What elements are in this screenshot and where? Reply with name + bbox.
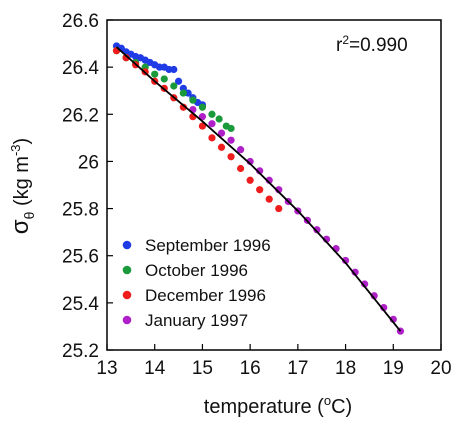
y-tick-label: 25.6 <box>62 247 99 268</box>
y-axis-title: σθ (kg m-3) <box>7 138 37 234</box>
y-axis-ticks: 25.2 25.4 25.6 25.8 26 26.2 26.4 26.6 <box>62 11 113 362</box>
x-tick-label: 18 <box>335 358 356 379</box>
legend-label: September 1996 <box>145 236 271 255</box>
y-tick-label: 25.2 <box>62 341 99 362</box>
y-tick-label: 26 <box>78 152 99 173</box>
data-point <box>160 75 168 83</box>
legend-label: January 1997 <box>145 311 248 330</box>
x-axis-ticks: 13 14 15 16 17 18 19 20 <box>96 344 452 379</box>
legend-label: October 1996 <box>145 261 248 280</box>
data-point <box>198 113 207 121</box>
data-point <box>227 136 235 144</box>
data-point <box>174 77 183 85</box>
x-tick-label: 20 <box>430 358 451 379</box>
series-december-1996 <box>112 47 283 213</box>
data-point <box>217 143 226 151</box>
x-tick-label: 17 <box>287 358 308 379</box>
legend-marker <box>122 290 132 300</box>
x-tick-label: 14 <box>144 358 166 379</box>
legend-marker <box>122 265 132 275</box>
data-point <box>179 89 187 97</box>
x-tick-label: 16 <box>240 358 261 379</box>
legend: September 1996 October 1996 December 1996 J… <box>122 236 271 330</box>
y-tick-label: 25.4 <box>62 294 99 315</box>
y-tick-label: 26.4 <box>62 58 99 79</box>
data-point <box>227 153 235 161</box>
x-tick-label: 19 <box>383 358 404 379</box>
legend-label: December 1996 <box>145 286 266 305</box>
data-point <box>246 176 254 184</box>
data-point <box>237 146 245 154</box>
data-point <box>215 115 223 123</box>
data-point <box>361 280 369 288</box>
y-tick-label: 26.2 <box>62 105 99 126</box>
data-point <box>208 120 216 128</box>
data-point <box>170 82 178 90</box>
data-point <box>237 164 245 173</box>
data-point <box>122 54 130 62</box>
data-point <box>227 124 235 133</box>
y-tick-label: 25.8 <box>62 200 99 221</box>
data-point <box>189 96 197 104</box>
data-point <box>275 204 283 213</box>
data-point <box>208 134 216 142</box>
x-tick-label: 15 <box>192 358 213 379</box>
legend-marker <box>122 240 132 250</box>
data-point <box>198 103 207 111</box>
plot-frame <box>106 19 442 351</box>
data-point <box>341 256 350 265</box>
r-squared-annotation: r2=0.990 <box>336 33 408 56</box>
legend-marker <box>122 315 132 325</box>
fit-line-layer <box>115 46 402 332</box>
data-point <box>151 70 159 78</box>
data-point <box>313 226 321 234</box>
y-tick-label: 26.6 <box>62 11 99 32</box>
data-point <box>179 103 187 111</box>
data-point <box>351 268 359 276</box>
x-axis-title: temperature (oC) <box>204 393 352 418</box>
x-tick-label: 13 <box>96 358 117 379</box>
data-point <box>256 186 264 194</box>
regression-line <box>115 46 402 332</box>
data-point <box>265 195 273 203</box>
data-point <box>198 122 207 130</box>
data-point <box>170 65 178 74</box>
data-point <box>217 129 226 137</box>
data-point <box>208 110 216 118</box>
